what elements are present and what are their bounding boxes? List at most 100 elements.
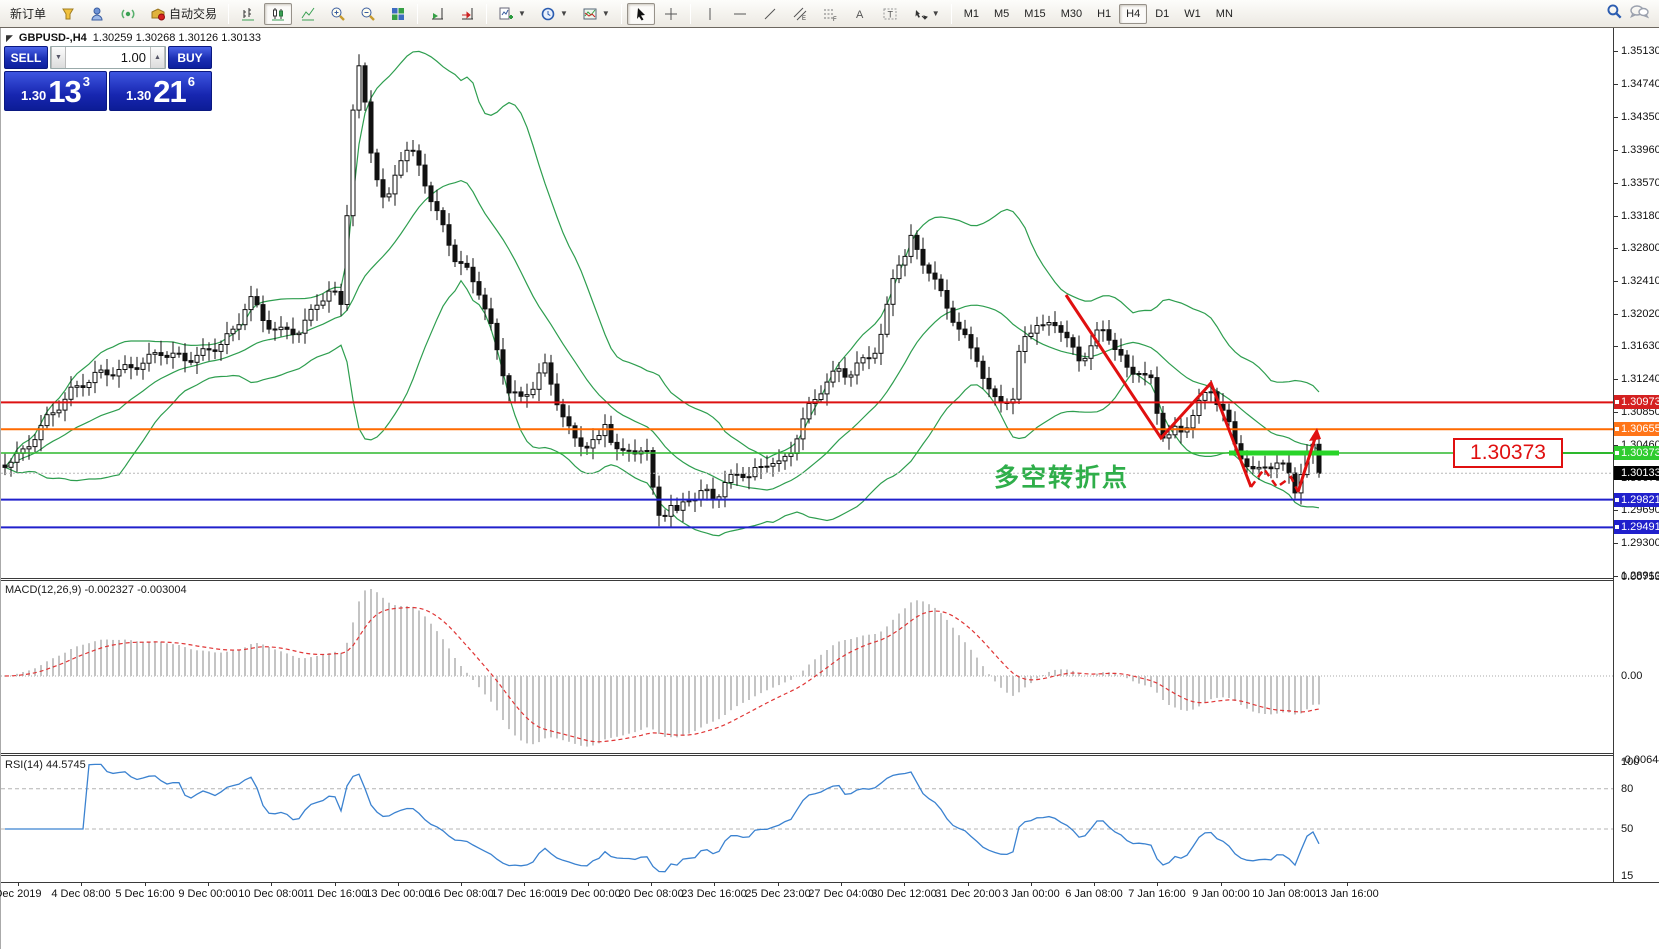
trend-arrow-annotation[interactable]: [1064, 294, 1321, 493]
chart-window[interactable]: ◤ GBPUSD-,H4 1.30259 1.30268 1.30126 1.3…: [0, 28, 1659, 949]
time-axis[interactable]: Dec 2019 4 Dec 08:00 5 Dec 16:009 Dec 00:0…: [0, 882, 1659, 906]
bar-chart-icon[interactable]: [234, 3, 262, 25]
macd-axis-label: -0.006446: [1621, 754, 1659, 766]
time-tick: [524, 883, 525, 886]
volume-stepper: ▼ ▲: [50, 46, 166, 69]
time-tick: [335, 883, 336, 886]
arrows-button[interactable]: ▼: [906, 3, 946, 25]
one-click-toggle-icon[interactable]: ◤: [6, 32, 13, 43]
auto-scroll-icon[interactable]: [423, 3, 451, 25]
current-price-tag: 1.30133: [1614, 466, 1659, 480]
price-callout-box[interactable]: 1.30373: [1453, 438, 1563, 468]
chart-shift-icon[interactable]: [453, 3, 481, 25]
quotes-icon[interactable]: [54, 3, 82, 25]
chart-title: ◤ GBPUSD-,H4 1.30259 1.30268 1.30126 1.3…: [6, 32, 261, 44]
svg-text:T: T: [887, 9, 893, 19]
equidistant-channel-icon[interactable]: E: [786, 3, 814, 25]
periods-button[interactable]: ▼: [534, 3, 574, 25]
horizontal-line-icon[interactable]: [726, 3, 754, 25]
crosshair-icon[interactable]: [657, 3, 685, 25]
timeframe-m30[interactable]: M30: [1060, 7, 1083, 20]
price-tick: 1.32800: [1614, 242, 1659, 255]
time-axis-label: 10 Jan 08:00: [1252, 888, 1316, 900]
timeframe-d1[interactable]: D1: [1155, 7, 1170, 20]
buy-price-sup: 6: [187, 74, 196, 89]
buy-price-box[interactable]: 1.30 21 6: [109, 71, 212, 111]
fibonacci-icon[interactable]: F: [816, 3, 844, 25]
rsi-axis-label: 15: [1621, 870, 1634, 882]
toolbar-separator: [689, 3, 691, 24]
new-order-button[interactable]: 新订单: [4, 3, 52, 25]
line-chart-icon[interactable]: [294, 3, 322, 25]
cursor-icon[interactable]: [626, 2, 655, 25]
time-axis-label: 9 Jan 00:00: [1192, 888, 1250, 900]
bollinger-bands: [4, 50, 1320, 537]
level-price-tag: 1.30973: [1614, 395, 1659, 409]
vertical-line-icon[interactable]: [696, 3, 724, 25]
pane-separator[interactable]: [1, 753, 1614, 756]
main-price-pane[interactable]: [1, 28, 1614, 578]
trendline-icon[interactable]: [756, 3, 784, 25]
timeframe-m5[interactable]: M5: [994, 7, 1010, 20]
time-tick: [841, 883, 842, 886]
price-tick: 1.29690: [1614, 504, 1659, 517]
timeframe-h1[interactable]: H1: [1097, 7, 1112, 20]
price-tick: 1.31630: [1614, 340, 1659, 353]
sell-button[interactable]: SELL: [4, 46, 48, 69]
timeframe-m1[interactable]: M1: [963, 7, 979, 20]
horizontal-levels[interactable]: [1, 401, 1614, 529]
sell-price-box[interactable]: 1.30 13 3: [4, 71, 107, 111]
price-tick: 1.31240: [1614, 373, 1659, 386]
time-tick: [1347, 883, 1348, 886]
price-axis[interactable]: 1.35130 1.34740 1.34350 1.33960 1.33570 1.331…: [1613, 28, 1659, 882]
profile-icon[interactable]: [84, 3, 112, 25]
buy-button[interactable]: BUY: [168, 46, 212, 69]
signal-icon[interactable]: [114, 3, 142, 25]
level-price-tag: 1.29821: [1614, 493, 1659, 507]
buy-price-prefix: 1.30: [125, 88, 152, 103]
sell-price-prefix: 1.30: [20, 88, 47, 103]
volume-decrease-button[interactable]: ▼: [51, 47, 66, 68]
turning-point-annotation: 多空转折点: [994, 464, 1130, 492]
rsi-label: RSI(14) 44.5745: [5, 759, 86, 771]
time-tick: [18, 883, 19, 886]
price-tick: 1.29300: [1614, 537, 1659, 550]
text-label-icon[interactable]: T: [876, 3, 904, 25]
search-icon[interactable]: [1606, 3, 1623, 25]
time-axis-label: 19 Dec 00:00: [555, 888, 621, 900]
candlestick-chart-icon[interactable]: [264, 2, 293, 25]
timeframe-h4[interactable]: H4: [1119, 3, 1148, 24]
timeframe-m15[interactable]: M15: [1024, 7, 1046, 20]
symbol-period: GBPUSD-,H4: [18, 32, 87, 44]
rsi-pane[interactable]: [1, 756, 1614, 882]
zoom-in-icon[interactable]: [324, 3, 352, 25]
chat-icon[interactable]: [1629, 3, 1650, 25]
timeframe-mn[interactable]: MN: [1215, 7, 1233, 20]
timeframe-w1[interactable]: W1: [1184, 7, 1201, 20]
zoom-out-icon[interactable]: [354, 3, 382, 25]
pane-separator[interactable]: [1, 578, 1614, 581]
time-tick: [904, 883, 905, 886]
time-tick: [461, 883, 462, 886]
time-axis-label: 30 Dec 12:00: [871, 888, 937, 900]
text-icon[interactable]: A: [846, 3, 874, 25]
macd-signal-line: [4, 606, 1320, 743]
tile-windows-icon[interactable]: [384, 3, 412, 25]
time-axis-label: 13 Jan 16:00: [1315, 888, 1379, 900]
time-axis-label: 23 Dec 16:00: [681, 888, 747, 900]
volume-input[interactable]: [66, 47, 150, 68]
svg-text:A: A: [856, 9, 864, 21]
time-tick: [81, 883, 82, 886]
macd-pane[interactable]: [1, 581, 1614, 753]
time-tick: [651, 883, 652, 886]
time-tick: [1157, 883, 1158, 886]
new-chart-button[interactable]: ▼: [492, 3, 532, 25]
time-tick: [588, 883, 589, 886]
time-axis-label: 5 Dec 16:00: [115, 888, 175, 900]
auto-trading-button[interactable]: 自动交易: [144, 3, 223, 25]
volume-increase-button[interactable]: ▲: [150, 47, 165, 68]
toolbar-separator: [228, 3, 230, 24]
sell-price-sup: 3: [82, 74, 91, 89]
ohlc-readout: 1.30259 1.30268 1.30126 1.30133: [92, 32, 261, 44]
templates-button[interactable]: ▼: [576, 3, 616, 25]
